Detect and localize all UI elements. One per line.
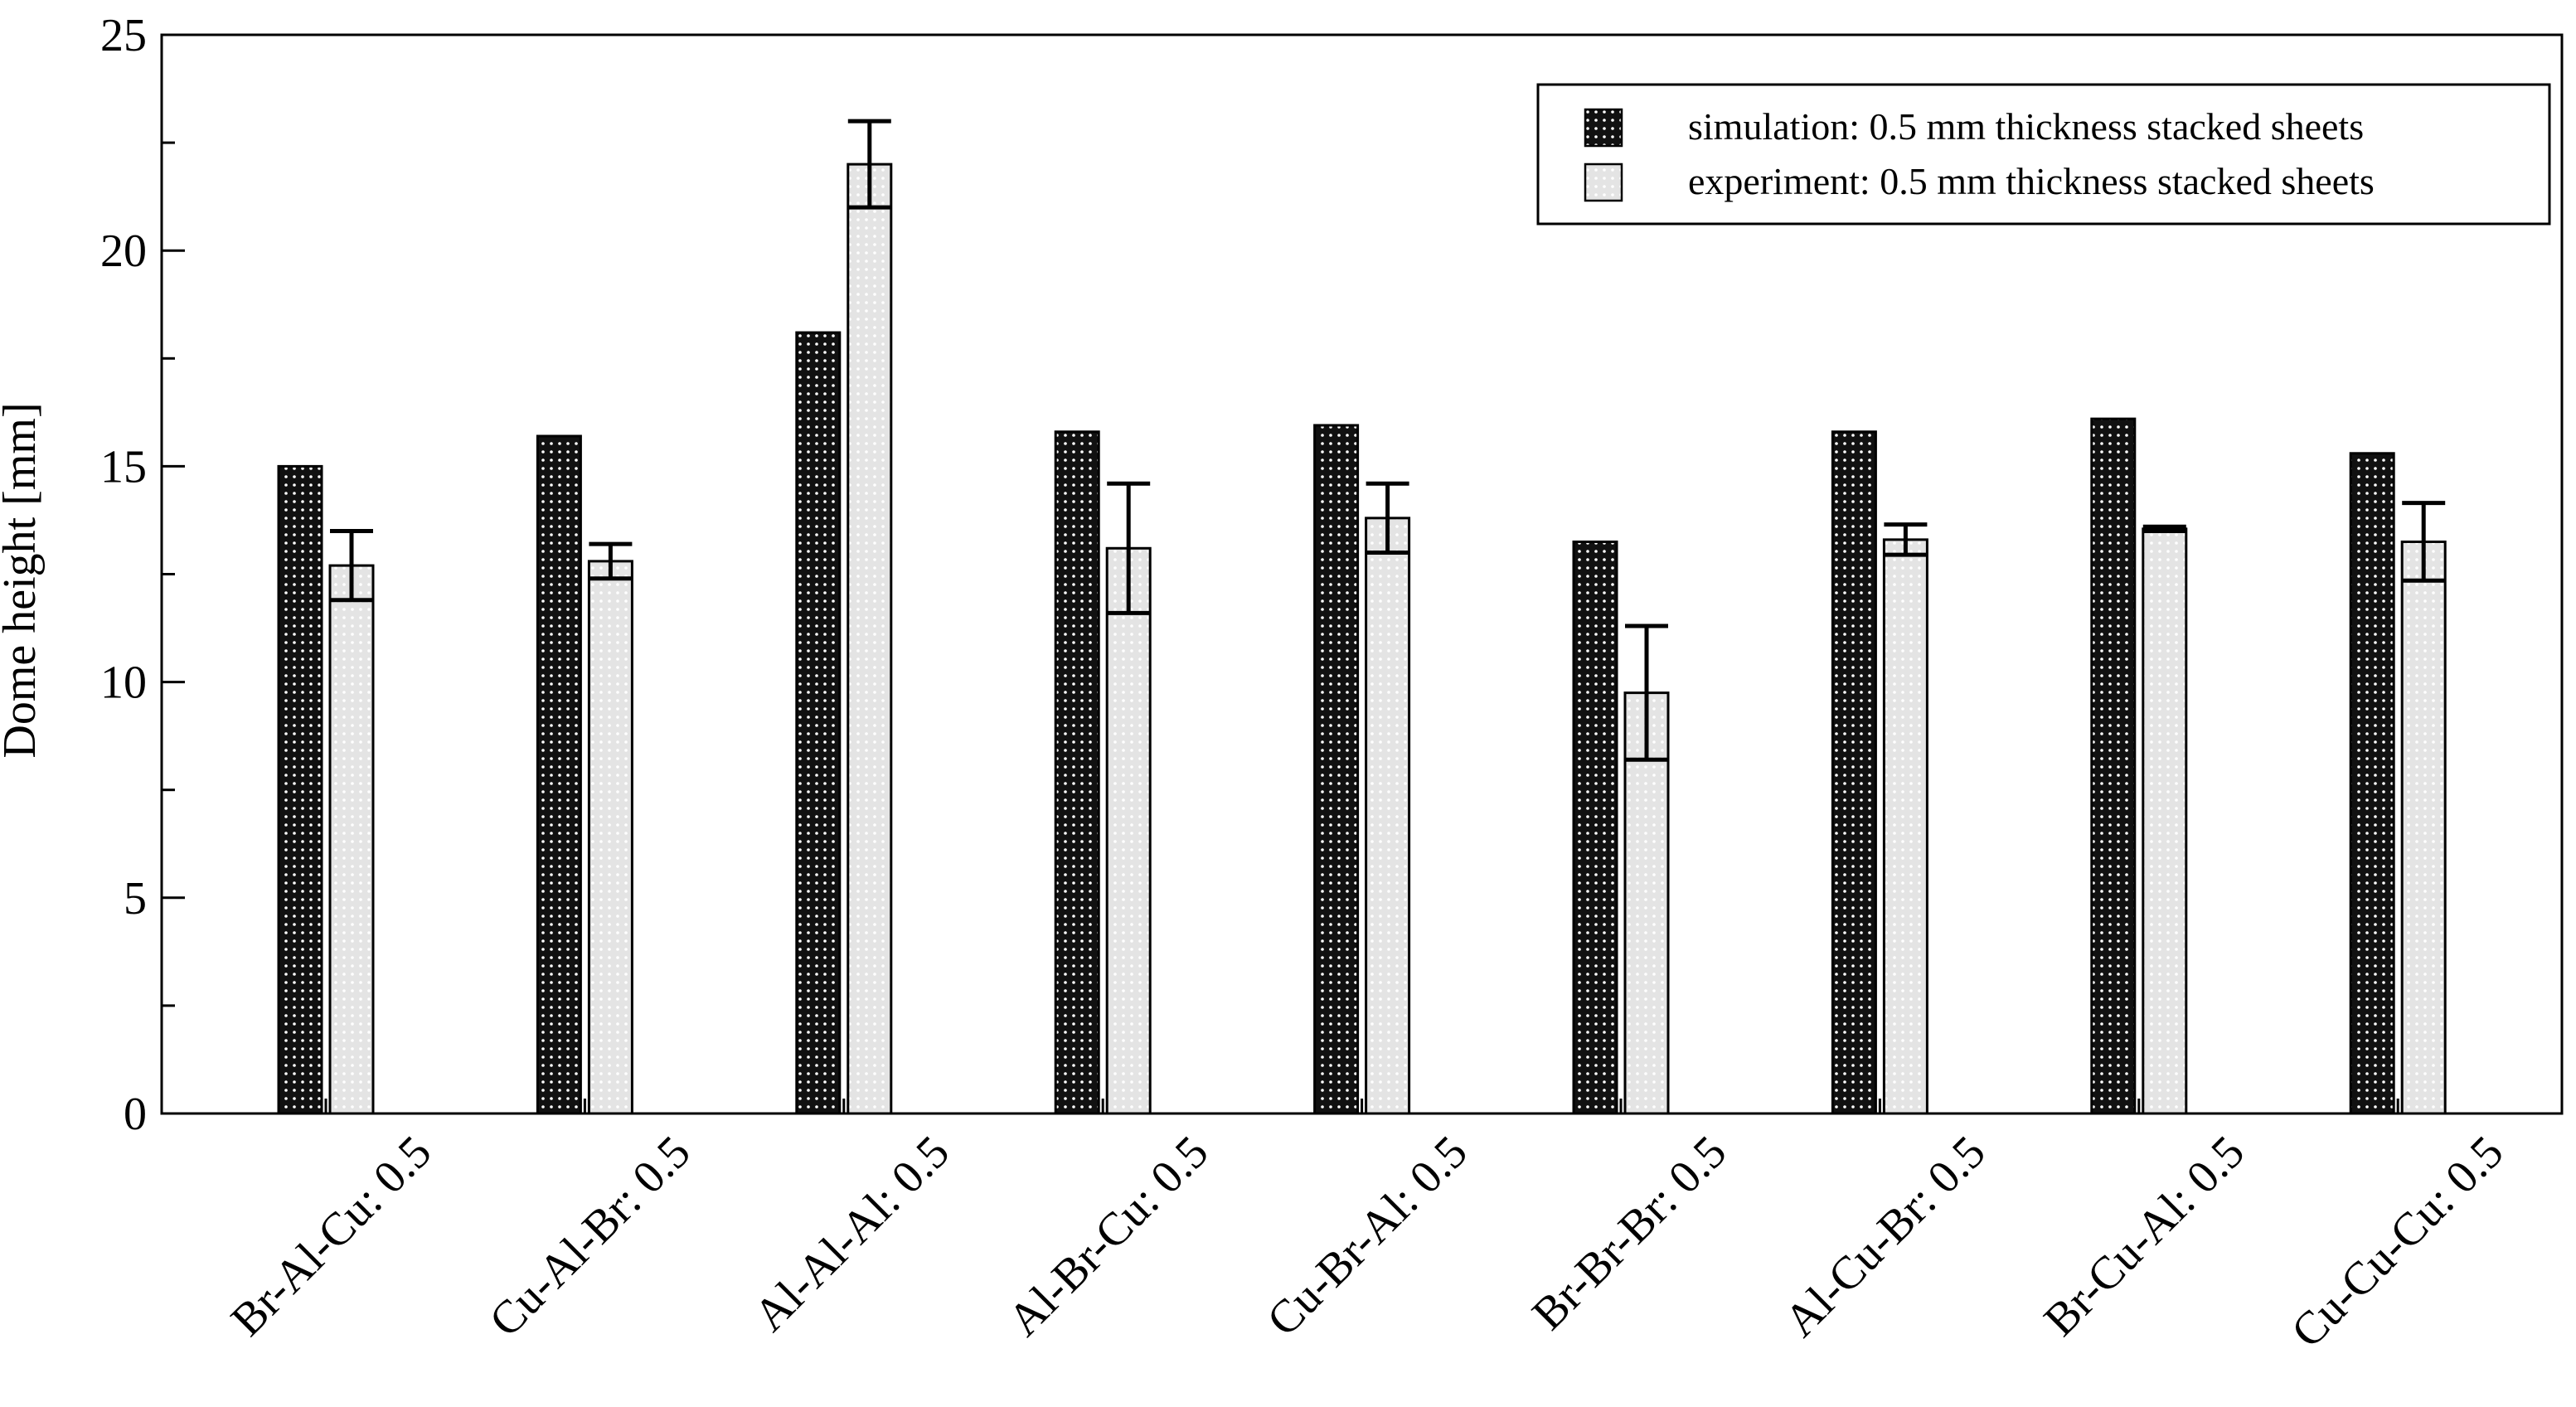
y-tick-label: 25 [100,10,147,61]
category-label: Br-Br-Br: 0.5 [1522,1126,1736,1340]
y-tick-label: 10 [100,657,147,709]
bar-simulation [1831,430,1877,1115]
category-label: Al-Br-Cu: 0.5 [998,1126,1218,1346]
y-tick-label: 20 [100,226,147,277]
y-tick-label: 15 [100,441,147,492]
category-label: Al-Cu-Br: 0.5 [1775,1126,1996,1346]
axis-group: 0 5 10 15 20 25 [100,10,2564,1140]
bar-experiment [2400,540,2447,1115]
legend-box [1536,83,2551,226]
bar-simulation [1313,424,1360,1115]
bar-experiment [847,163,893,1115]
bar-experiment [1365,517,1411,1115]
bar-experiment [1882,538,1928,1115]
category-label: Al-Al-Al: 0.5 [745,1126,959,1341]
legend-swatch-simulation [1584,108,1623,148]
category-label: Cu-Cu-Cu: 0.5 [2282,1126,2513,1357]
bar-experiment [328,564,375,1115]
bar-experiment [1623,691,1670,1115]
bar-simulation [1054,430,1100,1115]
bar-simulation [2349,452,2395,1115]
bar-simulation [536,434,582,1115]
category-label: Cu-Br-Al: 0.5 [1258,1126,1477,1346]
bars-group [277,163,2447,1115]
error-bars-group [330,119,2446,762]
bar-experiment [1105,546,1152,1115]
legend-swatch-experiment [1584,163,1623,202]
y-tick-label: 5 [124,873,147,924]
legend-label-simulation: simulation: 0.5 mm thickness stacked she… [1688,105,2364,148]
legend-label-experiment: experiment: 0.5 mm thickness stacked she… [1688,160,2375,202]
bar-simulation [795,331,842,1115]
bar-simulation [277,464,323,1115]
category-labels-group: Br-Al-Cu: 0.5 Cu-Al-Br: 0.5 Al-Al-Al: 0.5 A… [221,1126,2513,1357]
bar-experiment [2142,527,2188,1115]
legend: simulation: 0.5 mm thickness stacked she… [1536,83,2551,226]
y-axis-title: Dome height [mm] [0,402,46,758]
bar-simulation [2090,417,2137,1115]
bar-simulation [1572,540,1618,1115]
category-label: Cu-Al-Br: 0.5 [480,1126,701,1346]
y-tick-label: 0 [124,1089,147,1140]
category-label: Br-Al-Cu: 0.5 [221,1126,441,1346]
category-label: Br-Cu-Al: 0.5 [2035,1126,2254,1346]
bar-experiment [587,560,633,1115]
